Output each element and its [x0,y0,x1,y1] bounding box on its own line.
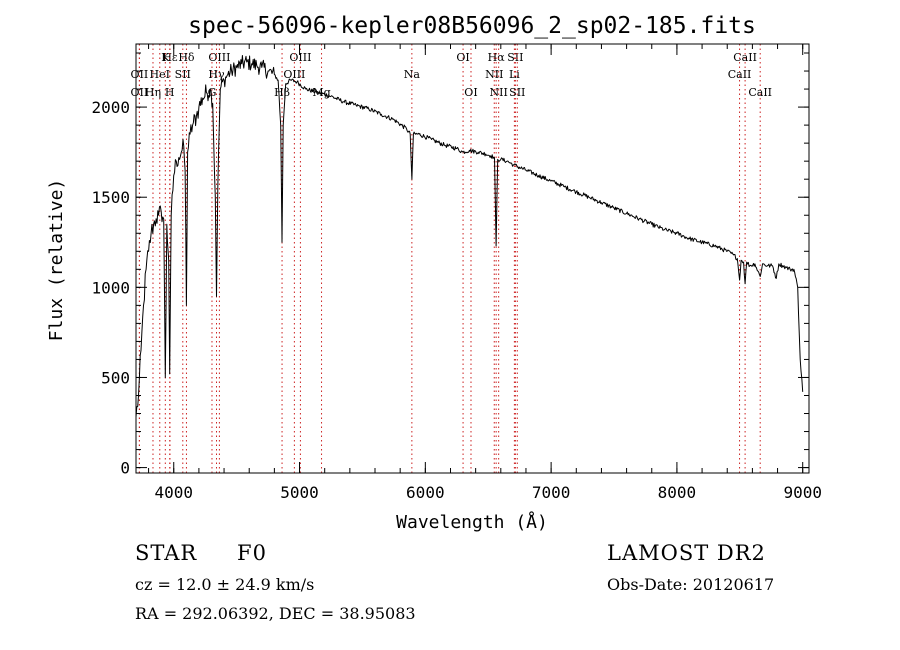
line-marker-label-13: OIII [283,68,305,81]
chart-title: spec-56096-kepler08B56096_2_sp02-185.fit… [188,13,756,39]
line-marker-label-21: G [208,86,217,99]
y-axis-label: Flux (relative) [46,179,67,342]
line-marker-label-22: Hβ [274,86,290,99]
line-marker-label-9: OII [131,68,149,81]
line-marker-label-5: OI [456,51,469,64]
line-marker-label-2: Hδ [178,51,195,64]
line-marker-label-11: SII [175,68,191,81]
line-marker-label-4: OIII [289,51,311,64]
x-tick-label-1: 5000 [280,483,319,502]
x-axis-label: Wavelength (Å) [396,511,548,533]
x-tick-label-0: 4000 [154,483,193,502]
spectrum-series [135,55,804,418]
line-marker-label-16: Li [509,68,520,81]
line-marker-label-24: OI [464,86,477,99]
y-tick-label-1: 500 [101,368,130,387]
y-tick-label-0: 0 [120,459,130,478]
line-marker-label-25: NII [490,86,508,99]
x-tick-label-3: 7000 [532,483,571,502]
line-marker-label-18: OII [131,86,149,99]
x-tick-label-5: 9000 [783,483,822,502]
line-marker-label-12: Hγ [208,68,225,81]
line-marker-label-8: CaII [733,51,757,64]
spectrum-line-0 [135,55,804,418]
y-tick-label-3: 1500 [91,188,130,207]
plot-frame [135,43,810,474]
line-marker-label-3: OIII [208,51,230,64]
object-class: STAR [135,541,198,565]
line-marker-label-14: Na [404,68,421,81]
line-marker-label-15: NII [485,68,503,81]
line-marker-label-7: SII [507,51,523,64]
line-marker-label-20: H [165,86,175,99]
x-tick-label-4: 8000 [658,483,697,502]
line-marker-label-6: Hα [488,51,506,64]
obs-date: Obs-Date: 20120617 [607,575,775,594]
survey-name: LAMOST DR2 [607,541,766,565]
y-tick-label-4: 2000 [91,98,130,117]
subclass: F0 [237,541,267,565]
x-tick-label-2: 6000 [406,483,445,502]
axes: 4000 5000 6000 7000 8000 9000 0 500 1000 1500 2000 [91,43,822,502]
line-marker-label-17: CaII [728,68,752,81]
line-marker-label-19: Hη [145,86,161,99]
line-marker-label-26: SII [509,86,525,99]
line-marker-label-27: CaII [748,86,772,99]
y-tick-label-2: 1000 [91,278,130,297]
line-marker-label-1: K [161,51,170,64]
line-marker-label-10: HeI [150,68,170,81]
coordinates: RA = 292.06392, DEC = 38.95083 [135,604,416,623]
redshift-value: cz = 12.0 ± 24.9 km/s [135,575,315,594]
